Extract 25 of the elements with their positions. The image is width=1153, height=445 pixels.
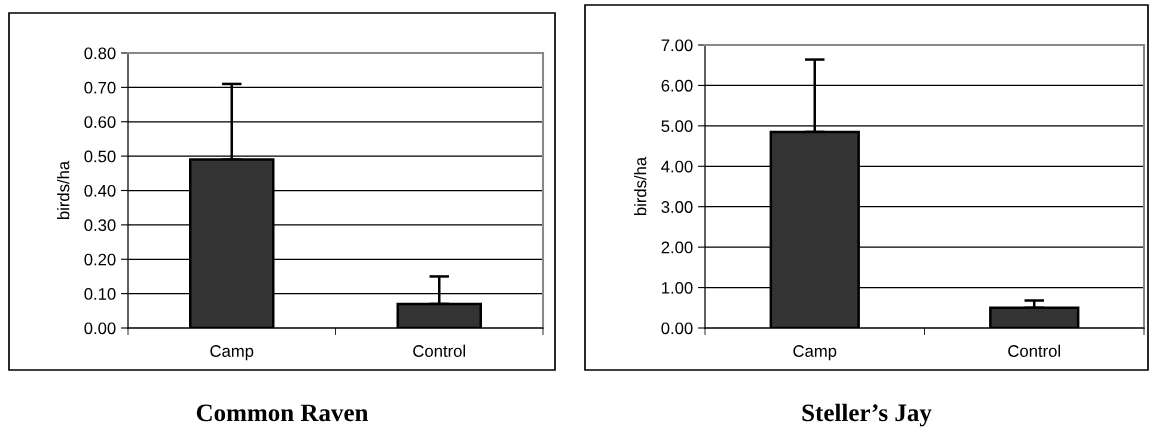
y-tick-label: 0.00 (661, 322, 693, 335)
text: Common Raven (196, 404, 369, 422)
y-tick-label: 0.50 (84, 150, 116, 163)
y-tick-label: 3.00 (661, 201, 693, 213)
y-axis-title: birds/ha (634, 156, 647, 216)
y-tick-label: 0.10 (84, 288, 116, 300)
x-tick-label: Camp (210, 345, 254, 361)
y-tick-label: 6.00 (661, 79, 693, 92)
x-tick-label: Control (413, 344, 465, 357)
y-tick-label: 1.00 (662, 281, 693, 294)
y-tick-label: 0.40 (84, 184, 116, 197)
y-tick-label: 0.80 (84, 47, 116, 60)
y-axis-title: birds/ha (57, 160, 70, 220)
y-tick-label: 0.00 (84, 322, 116, 335)
x-tick-label: Camp (793, 345, 837, 361)
text: Steller’s Jay (802, 403, 932, 427)
y-tick-label: 0.20 (84, 253, 116, 266)
x-tick-label: Control (1008, 344, 1060, 357)
y-tick-label: 5.00 (661, 120, 693, 133)
y-tick-label: 4.00 (661, 160, 693, 173)
y-tick-label: 7.00 (661, 39, 693, 52)
y-tick-label: 0.30 (84, 219, 116, 232)
y-tick-label: 0.70 (84, 81, 116, 94)
y-tick-label: 2.00 (661, 241, 693, 254)
y-tick-label: 0.60 (84, 116, 116, 128)
